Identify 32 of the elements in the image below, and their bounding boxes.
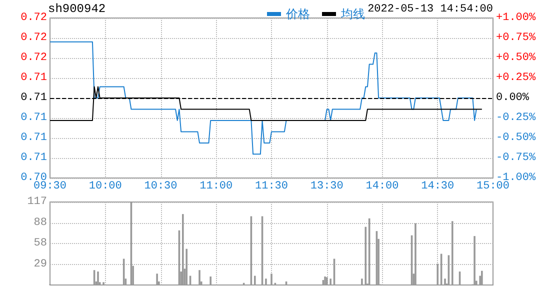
y-tick-label: 0.72 <box>20 32 47 44</box>
y2-tick-label: -0.75% <box>496 152 536 164</box>
x-tick-label: 14:00 <box>366 180 399 192</box>
y2-tick-label: +1.00% <box>496 12 536 24</box>
x-tick-label: 13:30 <box>310 180 344 192</box>
y-tick-label: 29 <box>34 258 47 270</box>
y2-tick-label: +0.25% <box>496 72 536 84</box>
y-tick-label: 0.72 <box>20 52 47 64</box>
x-tick-label: 10:30 <box>144 180 178 192</box>
legend-label: 均线 <box>340 7 365 21</box>
y-tick-label: 58 <box>34 238 47 250</box>
x-tick-label: 14:30 <box>421 180 454 192</box>
text: 2022-05-13 14:54:00 <box>368 4 493 16</box>
y-tick-label: 0.71 <box>20 112 48 124</box>
y2-tick-label: 0.00% <box>496 92 530 104</box>
y-tick-label: 0.71 <box>20 132 48 144</box>
y-tick-label: 0.71 <box>20 152 48 164</box>
y-tick-label: 117 <box>27 196 47 208</box>
x-tick-label: 10:00 <box>88 180 122 192</box>
chart-title: sh900942 <box>48 2 106 16</box>
y-tick-label: 0.71 <box>20 72 48 84</box>
line-series <box>50 41 477 155</box>
y2-tick-label: +0.50% <box>496 52 536 64</box>
y-tick-label: 0.72 <box>20 12 47 24</box>
x-tick-label: 11:30 <box>254 180 288 192</box>
y-tick-label: 0.71 <box>20 92 48 104</box>
y2-tick-label: -0.50% <box>496 132 536 144</box>
legend-label: 价格 <box>285 7 310 21</box>
y2-tick-label: -0.25% <box>496 112 536 124</box>
y-tick-label: 88 <box>34 216 47 229</box>
x-tick-label: 11:00 <box>200 180 233 192</box>
y2-tick-label: +0.75% <box>496 32 536 44</box>
